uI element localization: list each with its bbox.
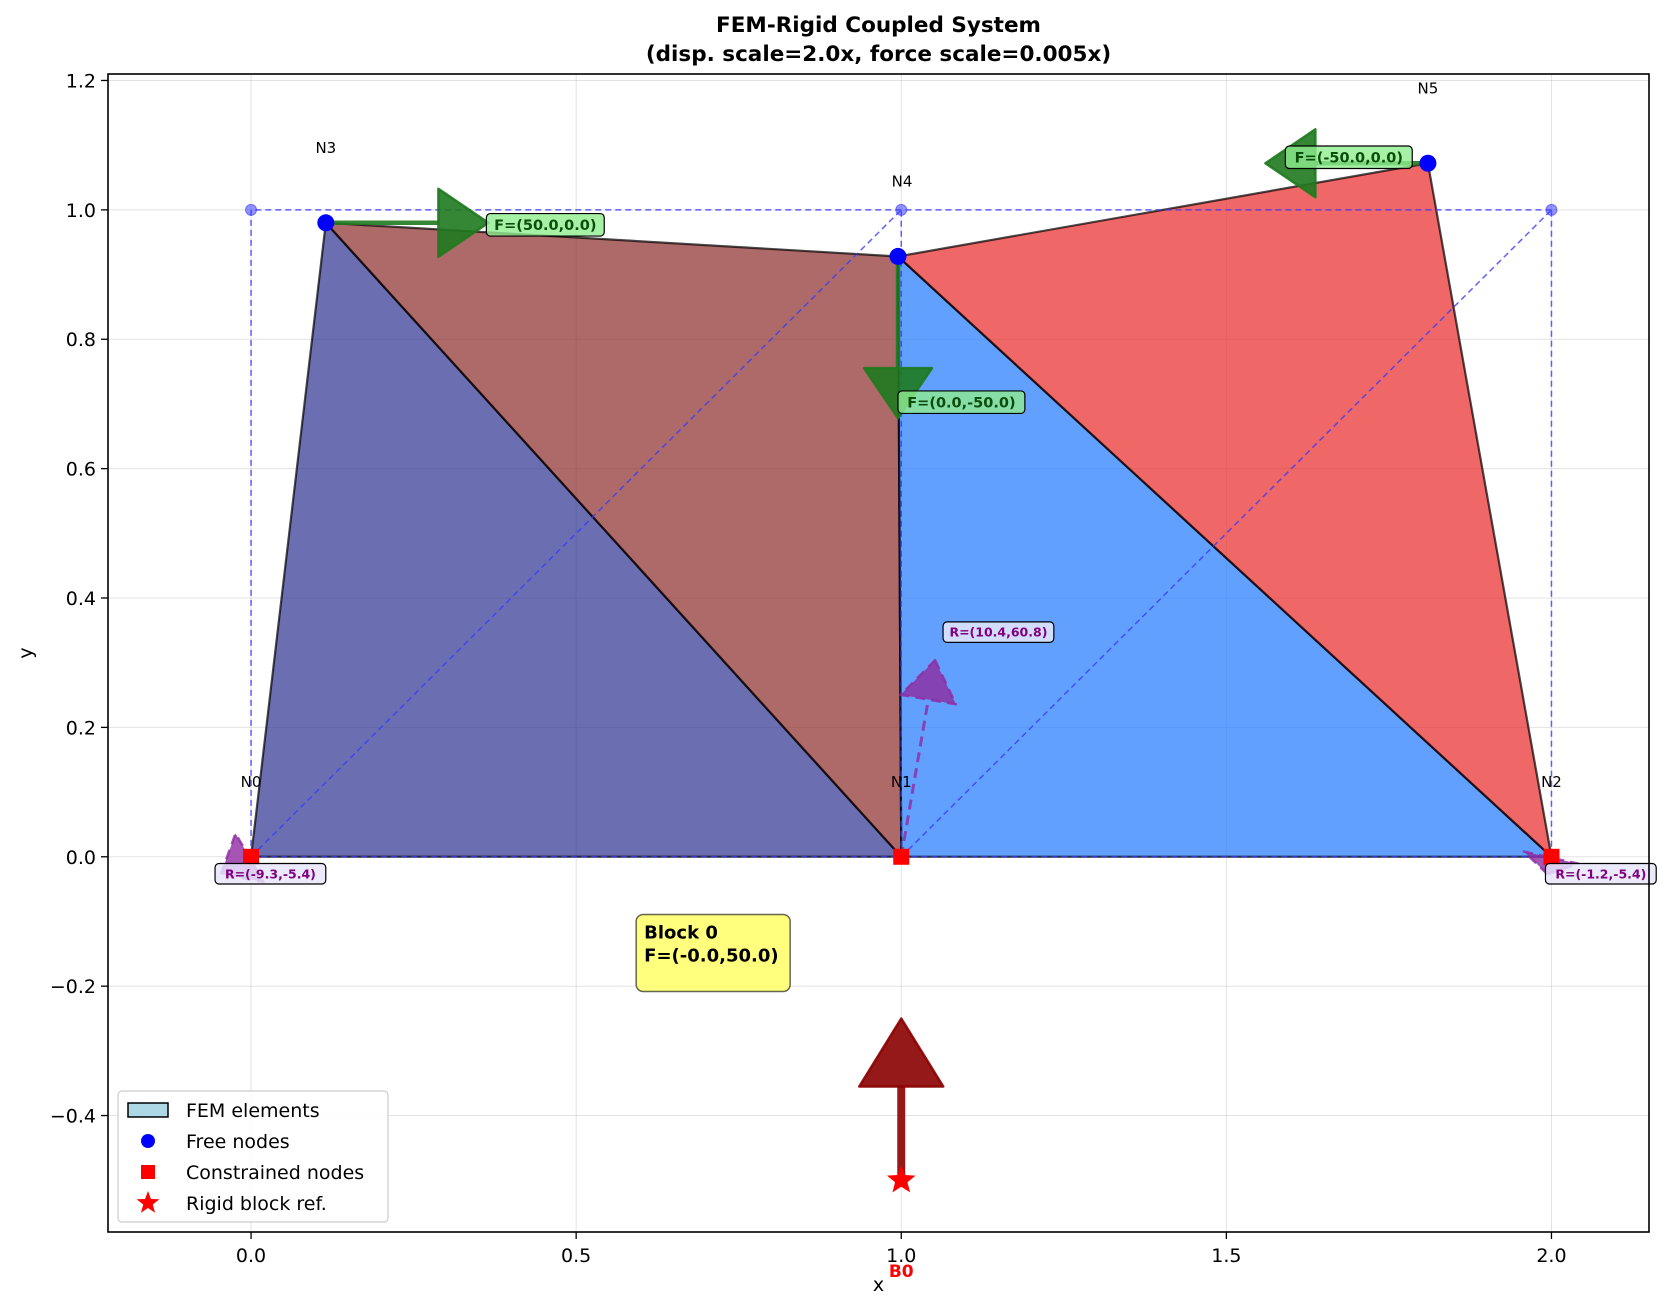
legend-square-icon: [141, 1165, 155, 1179]
reaction-label-box: [214, 862, 327, 885]
force-label-text: F=(-50.0,0.0): [1295, 150, 1403, 166]
y-tick-label: −0.2: [50, 976, 96, 998]
free-node: [889, 247, 907, 265]
free-node: [1419, 154, 1437, 172]
force-label: F=(-50.0,0.0): [1284, 145, 1413, 170]
constrained-node: [893, 848, 910, 865]
force-arrow-head: [437, 187, 490, 259]
legend-label: Rigid block ref.: [186, 1193, 327, 1215]
force-arrow: [325, 187, 490, 259]
force-label: F=(50.0,0.0): [485, 212, 605, 237]
force-label-box: [1284, 145, 1413, 170]
legend-box: [117, 1090, 389, 1223]
x-axis-label: x: [873, 1274, 884, 1296]
reaction-label-text: R=(-1.2,-5.4): [1555, 866, 1646, 881]
rigid-block-label: B0: [889, 1262, 914, 1282]
annotations: N0 N1 N2 N3 N4 N5 F=(50.0,0.0) F=(0.0,-50.0) F=(…: [214, 79, 1657, 993]
x-tick-label: 0.5: [561, 1245, 591, 1267]
legend-circle-icon: [141, 1134, 155, 1148]
y-axis-label: y: [15, 647, 37, 658]
reaction-label: R=(-1.2,-5.4): [1544, 862, 1657, 885]
y-tick-label: 0.0: [66, 847, 96, 869]
block-annotation-title: Block 0: [644, 922, 718, 943]
chart-title-line: (disp. scale=2.0x, force scale=0.005x): [646, 42, 1111, 67]
undeformed-node: [895, 203, 908, 216]
constrained-node: [243, 848, 260, 865]
rigid-block-ref-star: [886, 1165, 916, 1193]
reaction-label-box: [1544, 862, 1657, 885]
chart-title: FEM-Rigid Coupled System (disp. scale=2.0…: [646, 13, 1111, 67]
fem-elements: [249, 162, 1553, 858]
legend-label: Free nodes: [186, 1131, 290, 1153]
reaction-arrow-head: [899, 658, 958, 706]
reaction-label-text: R=(-9.3,-5.4): [225, 866, 316, 881]
x-tick-label: 0.0: [236, 1245, 266, 1267]
reaction-arrow: [899, 658, 958, 858]
block-force-arrow-head: [858, 1017, 945, 1088]
reaction-arrow-shaft: [899, 699, 930, 858]
undeformed-edge: [250, 209, 902, 858]
plot-frame: [107, 73, 1650, 1233]
block-annotation-force: F=(-0.0,50.0): [644, 945, 778, 966]
undeformed-node: [1545, 203, 1558, 216]
x-tick-label: 1.0: [886, 1245, 916, 1267]
legend-patch-icon: [127, 1102, 169, 1118]
undeformed-node: [245, 203, 258, 216]
y-tick-label: 1.2: [66, 70, 96, 92]
nodes: [243, 154, 1560, 1193]
constrained-node: [1543, 848, 1560, 865]
node-label: N0: [241, 773, 262, 791]
y-tick-label: −0.4: [50, 1106, 96, 1128]
node-label: N2: [1541, 773, 1562, 791]
block-annotation: Block 0F=(-0.0,50.0): [635, 913, 791, 993]
reaction-label: R=(-9.3,-5.4): [214, 862, 327, 885]
x-tick-label: 2.0: [1536, 1245, 1566, 1267]
force-label-box: [485, 212, 605, 237]
block-annotation-box: [635, 913, 791, 993]
node-label: N5: [1418, 79, 1439, 97]
y-tick-label: 1.0: [66, 200, 96, 222]
undeformed-edge: [900, 209, 1552, 858]
plot-area: N0 N1 N2 N3 N4 N5 F=(50.0,0.0) F=(0.0,-50.0) F=(…: [107, 73, 1657, 1233]
block-force-arrow: [858, 1017, 945, 1181]
force-label-text: F=(0.0,-50.0): [907, 395, 1015, 411]
force-label-text: F=(50.0,0.0): [494, 218, 596, 234]
force-label: F=(0.0,-50.0): [897, 390, 1026, 415]
free-node: [317, 214, 335, 232]
y-tick-label: 0.6: [66, 459, 96, 481]
reaction-label: R=(10.4,60.8): [942, 621, 1055, 643]
axes: 0.0 0.5 1.0 1.5 2.0 −0.4 −0.2 0.0 0.2 0.4 0.6 0.8 1.…: [50, 70, 1567, 1282]
node-label: N1: [891, 773, 912, 791]
fem-element: [896, 162, 1553, 858]
reaction-label-text: R=(10.4,60.8): [949, 625, 1047, 640]
x-tick-label: 1.5: [1211, 1245, 1241, 1267]
undeformed-mesh: [245, 203, 1558, 863]
reaction-label-box: [942, 621, 1055, 643]
y-tick-label: 0.4: [66, 588, 96, 610]
force-label-box: [897, 390, 1026, 415]
legend-label: Constrained nodes: [186, 1162, 364, 1184]
node-label: N3: [315, 139, 336, 157]
legend: FEM elements Free nodes Constrained nodes R…: [117, 1090, 389, 1223]
legend-label: FEM elements: [186, 1100, 320, 1122]
node-label: N4: [892, 172, 913, 190]
y-tick-label: 0.8: [66, 329, 96, 351]
chart-title-line: FEM-Rigid Coupled System: [716, 13, 1041, 38]
legend-star-icon: [136, 1191, 160, 1213]
y-tick-label: 0.2: [66, 717, 96, 739]
